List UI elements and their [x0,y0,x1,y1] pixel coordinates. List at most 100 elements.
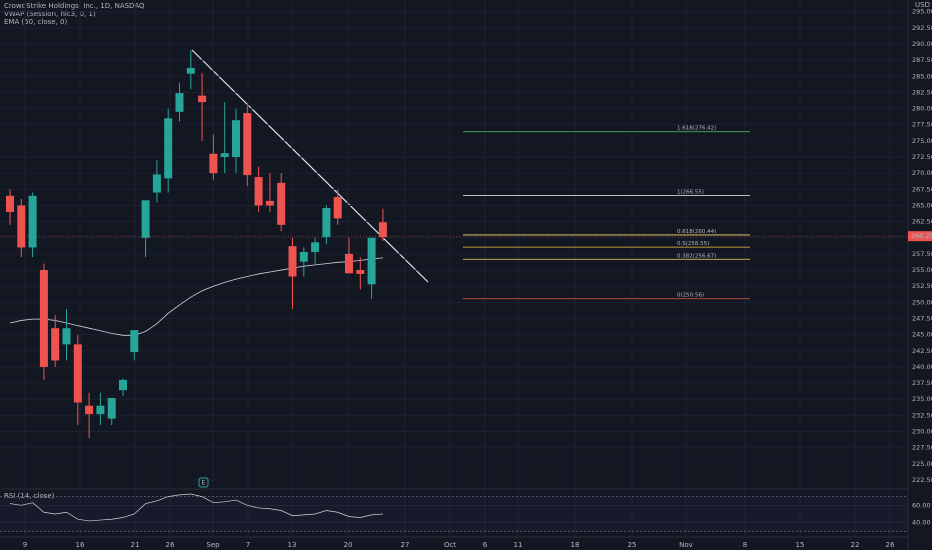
rsi-title: RSI (14, close) [4,492,55,500]
x-tick-label: 13 [288,541,297,549]
fib-label: 0.618(260.44) [677,229,716,235]
y-tick-label: 270.00 [912,169,932,177]
candle-body [322,208,331,238]
x-tick-label: 15 [796,541,805,549]
y-tick-label: 235.00 [912,395,932,403]
rsi-line [9,493,383,522]
candle-body [277,182,286,225]
y-tick-label: 280.00 [912,105,932,113]
candle-body [356,270,365,274]
candle-body [141,200,150,238]
candle-body [28,195,37,248]
fib-label: 1.618(276.42) [677,126,716,132]
chart-title: CrowdStrike Holdings, Inc., 1D, NASDAQ [4,2,145,10]
candle-body [198,95,207,103]
candle-body [265,200,274,206]
y-tick-label: 277.50 [912,121,932,129]
y-tick-label: 272.50 [912,153,932,161]
fib-label: 0.382(256.67) [677,253,716,259]
y-tick-label: 227.50 [912,444,932,452]
y-tick-label: 262.50 [912,218,932,226]
y-tick-label: 287.50 [912,56,932,64]
candle-body [254,177,263,206]
candle-body [51,328,60,361]
candle-body [175,93,184,112]
x-tick-label: 20 [344,541,353,549]
x-tick-label: 8 [743,541,747,549]
candle-body [39,270,48,367]
indicator-label: VWAP (Session, hlc3, 0, 1) [4,10,96,18]
x-tick-label: 11 [514,541,523,549]
candle-body [164,118,173,179]
y-tick-label: 245.00 [912,331,932,339]
ema-line [9,257,383,336]
y-tick-label: 222.50 [912,476,932,484]
candle-body [85,405,94,415]
x-tick-label: 6 [483,541,488,549]
x-tick-label: Nov [679,541,693,549]
y-tick-label: 250.00 [912,298,932,306]
candle-body [6,195,14,212]
fib-label: 0.5(258.55) [677,241,709,247]
last-price-box [908,231,932,242]
y-tick-label: 275.00 [912,137,932,145]
fib-label: 1(266.55) [677,189,704,195]
x-tick-label: 26 [166,541,175,549]
last-price-label: 260.25 [911,232,932,240]
candle-body [288,246,297,277]
x-tick-label: 21 [131,541,140,549]
x-tick-label: 26 [886,541,895,549]
y-tick-label: 240.00 [912,363,932,371]
y-tick-label: 265.00 [912,201,932,209]
rsi-band [0,496,908,532]
candle-body [119,379,127,391]
x-tick-label: 16 [76,541,85,549]
y-tick-label: 292.50 [912,24,932,32]
candle-body [345,253,353,274]
x-tick-label: Sep [206,541,220,549]
candle-body [96,405,105,415]
y-tick-label: 295.00 [912,8,932,16]
candle-body [311,242,320,252]
trend-line [191,49,429,283]
x-tick-label: 25 [628,541,637,549]
x-tick-label: 7 [246,541,250,549]
x-tick-label: Oct [444,541,456,549]
y-tick-label: 257.50 [912,250,932,258]
x-tick-label: 18 [571,541,580,549]
candle-body [209,153,218,174]
candle-body [107,397,116,419]
y-tick-label: 290.00 [912,40,932,48]
candle-body [220,153,229,158]
y-tick-label: 232.50 [912,411,932,419]
y-tick-label: 225.00 [912,460,932,468]
candle-body [130,330,139,353]
candle-body [232,120,240,158]
y-tick-label: 255.00 [912,266,932,274]
x-tick-label: 9 [23,541,27,549]
y-tick-label: 230.00 [912,428,932,436]
candle-body [243,113,252,176]
x-tick-label: 27 [401,541,410,549]
y-tick-label: 242.50 [912,347,932,355]
candle-body [73,344,82,403]
candle-body [333,197,342,219]
y-tick-label: 237.50 [912,379,932,387]
candle-body [186,67,195,74]
rsi-tick-label: 40.00 [912,519,931,527]
candle-body [378,222,387,238]
x-tick-label: 22 [851,541,860,549]
y-tick-label: 282.50 [912,88,932,96]
candle-body [17,205,26,248]
candle-body [367,237,376,285]
price-axis: 222.50 225.00 227.50 230.00 232.50 235.00 237.… [912,8,932,527]
y-tick-label: 285.00 [912,72,932,80]
earnings-icon [198,477,209,488]
earnings-label: E [202,480,206,487]
y-tick-label: 252.50 [912,282,932,290]
y-tick-label: 267.50 [912,185,932,193]
y-tick-label: 247.50 [912,315,932,323]
candle-body [152,174,161,193]
